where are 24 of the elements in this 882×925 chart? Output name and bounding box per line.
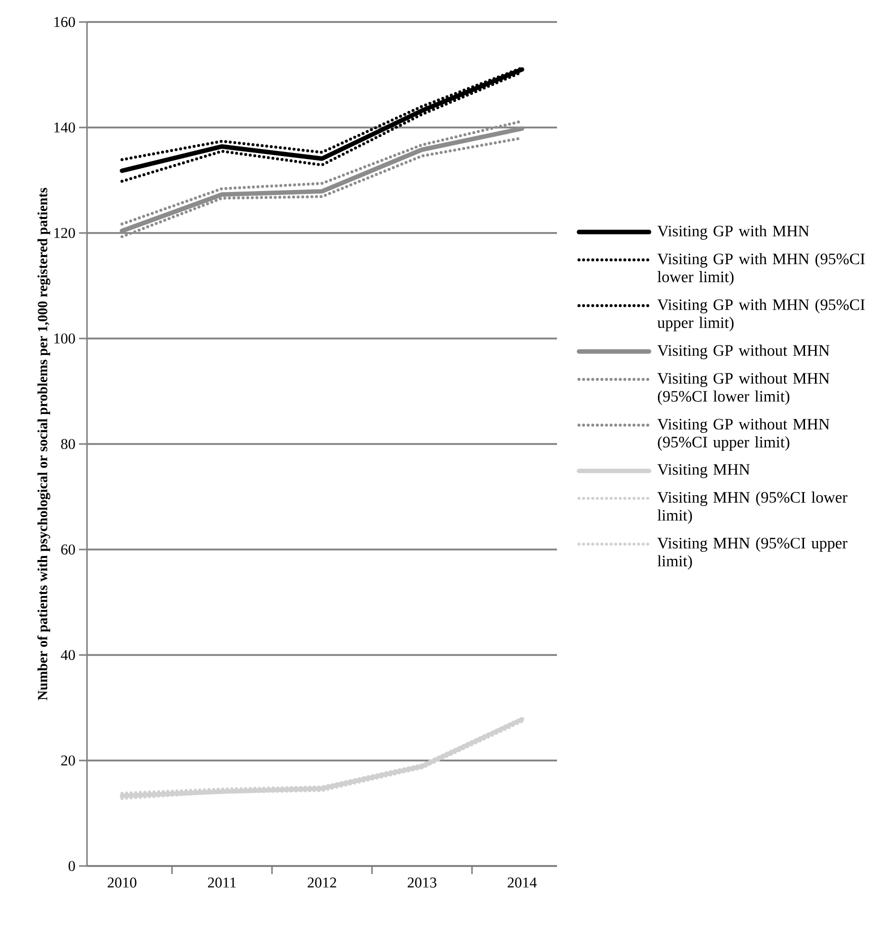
legend-label: Visiting GP without MHN (95%CI lower limit): [657, 372, 830, 405]
y-tick-label: 0: [68, 860, 75, 872]
legend-label: Visiting GP with MHN: [657, 225, 810, 240]
x-tick-label: 2013: [408, 877, 436, 888]
legend-label: Visiting GP with MHN (95%CI lower limit): [657, 253, 865, 286]
legend-label: Visiting MHN: [657, 464, 750, 478]
legend-label: Visiting GP with MHN (95%CI upper limit): [657, 298, 865, 332]
legend-label: Visiting MHN (95%CI upper limit): [657, 537, 848, 570]
legend-label: Visiting MHN (95%CI lower limit): [657, 492, 848, 524]
x-tick-label: 2014: [508, 877, 537, 888]
y-tick-label: 100: [54, 333, 75, 344]
y-tick-label: 80: [61, 438, 75, 450]
y-tick-label: 20: [61, 755, 75, 766]
y-tick-label: 160: [54, 16, 75, 28]
x-tick-label: 2010: [108, 877, 136, 888]
y-tick-label: 140: [54, 122, 75, 133]
y-tick-label: 60: [61, 544, 75, 555]
x-tick-label: 2011: [208, 877, 236, 888]
legend-label: Visiting GP without MHN (95%CI upper limit): [657, 418, 830, 451]
y-tick-label: 120: [54, 228, 75, 238]
legend-label: Visiting GP without MHN: [657, 344, 830, 360]
y-tick-label: 40: [60, 650, 75, 660]
y-axis-title: Number of patients with psychological or social problems per 1,000 registered patients: [37, 188, 50, 700]
x-tick-label: 2012: [308, 877, 336, 888]
